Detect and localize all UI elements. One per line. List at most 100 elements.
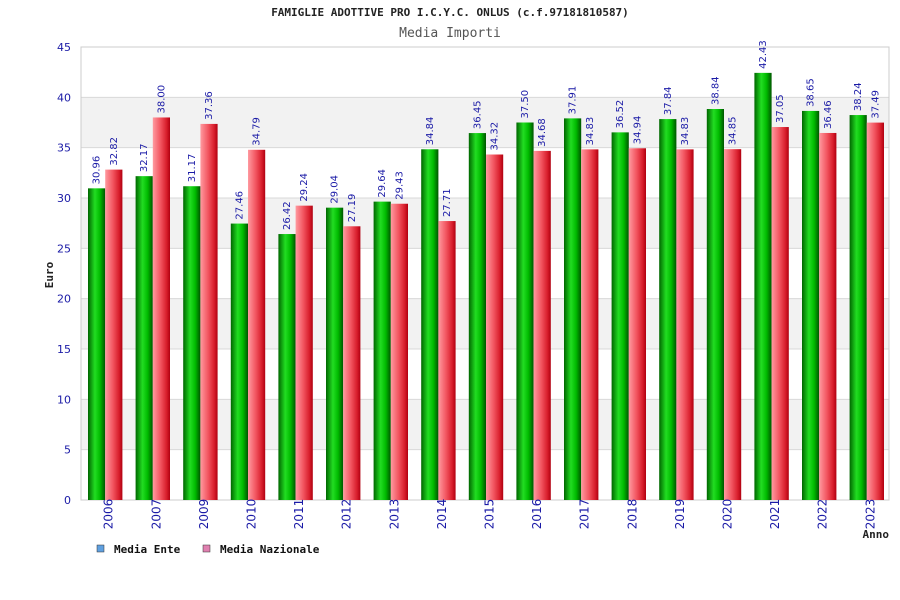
data-label-media-nazionale: 34.68: [537, 118, 548, 147]
data-label-media-ente: 36.45: [472, 100, 483, 129]
legend-swatch-media-ente: [96, 544, 105, 553]
data-label-media-ente: 27.46: [234, 191, 245, 220]
data-label-media-nazionale: 34.79: [252, 117, 263, 146]
data-label-media-nazionale: 27.71: [442, 188, 453, 217]
bar-media-ente: [373, 201, 391, 500]
y-tick-label: 30: [57, 192, 71, 205]
data-label-media-ente: 32.17: [139, 144, 150, 173]
x-axis-label: Anno: [863, 528, 890, 541]
data-label-media-ente: 30.96: [92, 156, 103, 185]
legend-label-media-ente: Media Ente: [114, 543, 181, 556]
y-tick-label: 20: [57, 293, 71, 306]
bar-media-ente: [611, 132, 629, 500]
data-label-media-nazionale: 34.85: [728, 117, 739, 146]
data-label-media-ente: 26.42: [282, 201, 293, 230]
bar-media-ente: [278, 234, 296, 500]
bar-media-nazionale: [866, 122, 884, 500]
y-tick-label: 10: [57, 393, 71, 406]
data-label-media-ente: 42.43: [758, 40, 769, 69]
x-tick-label: 2011: [292, 499, 306, 530]
data-label-media-nazionale: 34.94: [632, 116, 643, 145]
y-tick-label: 0: [64, 494, 71, 507]
bar-media-nazionale: [533, 150, 551, 500]
bar-media-ente: [230, 223, 248, 500]
data-label-media-ente: 38.65: [806, 78, 817, 107]
bar-media-nazionale: [200, 123, 218, 500]
bar-media-ente: [849, 115, 867, 501]
data-label-media-nazionale: 34.83: [585, 117, 596, 146]
y-axis-label: Euro: [43, 261, 56, 288]
chart-title: FAMIGLIE ADOTTIVE PRO I.C.Y.C. ONLUS (c.…: [271, 6, 629, 19]
y-tick-label: 45: [57, 41, 71, 54]
data-label-media-nazionale: 36.46: [823, 100, 834, 129]
bar-media-ente: [183, 186, 201, 501]
bar-media-nazionale: [152, 117, 170, 500]
bar-media-ente: [706, 109, 724, 500]
bar-media-ente: [135, 176, 153, 500]
data-label-media-nazionale: 29.24: [299, 173, 310, 202]
chart-subtitle: Media Importi: [399, 26, 501, 41]
x-tick-label: 2009: [197, 499, 211, 530]
bar-media-ente: [754, 72, 772, 500]
bar-media-ente: [88, 188, 106, 500]
data-label-media-nazionale: 27.19: [347, 194, 358, 223]
data-label-media-nazionale: 34.83: [680, 117, 691, 146]
x-tick-label: 2020: [721, 499, 735, 530]
bar-media-ente: [802, 110, 820, 500]
legend: Media Ente Media Nazionale: [96, 543, 320, 556]
x-tick-label: 2023: [863, 499, 877, 530]
bar-media-ente: [659, 119, 677, 500]
bar-media-nazionale: [771, 127, 789, 500]
legend-label-media-nazionale: Media Nazionale: [220, 543, 320, 556]
x-tick-label: 2021: [768, 499, 782, 530]
bar-media-nazionale: [105, 169, 123, 500]
x-tick-label: 2014: [435, 499, 449, 530]
x-tick-label: 2016: [530, 499, 544, 530]
data-label-media-ente: 29.64: [377, 169, 388, 198]
data-label-media-ente: 29.04: [330, 175, 341, 204]
bar-media-ente: [421, 149, 439, 500]
data-label-media-nazionale: 37.49: [870, 90, 881, 119]
x-tick-label: 2007: [149, 499, 163, 530]
x-tick-label: 2012: [340, 499, 354, 530]
bar-media-nazionale: [438, 221, 456, 500]
data-label-media-nazionale: 37.05: [775, 94, 786, 123]
data-label-media-ente: 37.91: [568, 86, 579, 115]
bar-media-nazionale: [581, 149, 599, 501]
data-label-media-nazionale: 34.32: [490, 122, 501, 151]
bar-media-nazionale: [676, 149, 694, 501]
data-label-media-ente: 37.84: [663, 86, 674, 115]
y-tick-label: 5: [64, 444, 71, 457]
bar-media-nazionale: [724, 149, 742, 500]
data-label-media-nazionale: 32.82: [109, 137, 120, 166]
x-tick-label: 2013: [387, 499, 401, 530]
y-tick-label: 25: [57, 242, 71, 255]
x-tick-label: 2022: [816, 499, 830, 530]
bar-media-nazionale: [819, 132, 837, 500]
x-tick-label: 2017: [578, 499, 592, 530]
x-tick-label: 2019: [673, 499, 687, 530]
y-tick-label: 15: [57, 343, 71, 356]
bar-media-ente: [564, 118, 582, 500]
data-label-media-ente: 38.84: [710, 76, 721, 105]
bar-media-ente: [468, 133, 486, 500]
bar-media-nazionale: [248, 149, 266, 500]
y-tick-label: 35: [57, 142, 71, 155]
bar-media-ente: [516, 122, 534, 500]
data-label-media-ente: 37.50: [520, 90, 531, 119]
x-tick-label: 2018: [625, 499, 639, 530]
y-tick-label: 40: [57, 91, 71, 104]
bar-media-nazionale: [486, 154, 504, 500]
bar-media-nazionale: [295, 205, 313, 500]
data-label-media-ente: 34.84: [425, 117, 436, 146]
bar-media-ente: [326, 207, 344, 500]
x-tick-label: 2006: [102, 499, 116, 530]
data-label-media-ente: 38.24: [853, 82, 864, 111]
x-tick-label: 2015: [483, 499, 497, 530]
x-tick-label: 2010: [245, 499, 259, 530]
data-label-media-ente: 36.52: [615, 100, 626, 129]
legend-swatch-media-nazionale: [202, 544, 211, 553]
data-label-media-nazionale: 29.43: [394, 171, 405, 200]
data-label-media-nazionale: 38.00: [156, 85, 167, 114]
